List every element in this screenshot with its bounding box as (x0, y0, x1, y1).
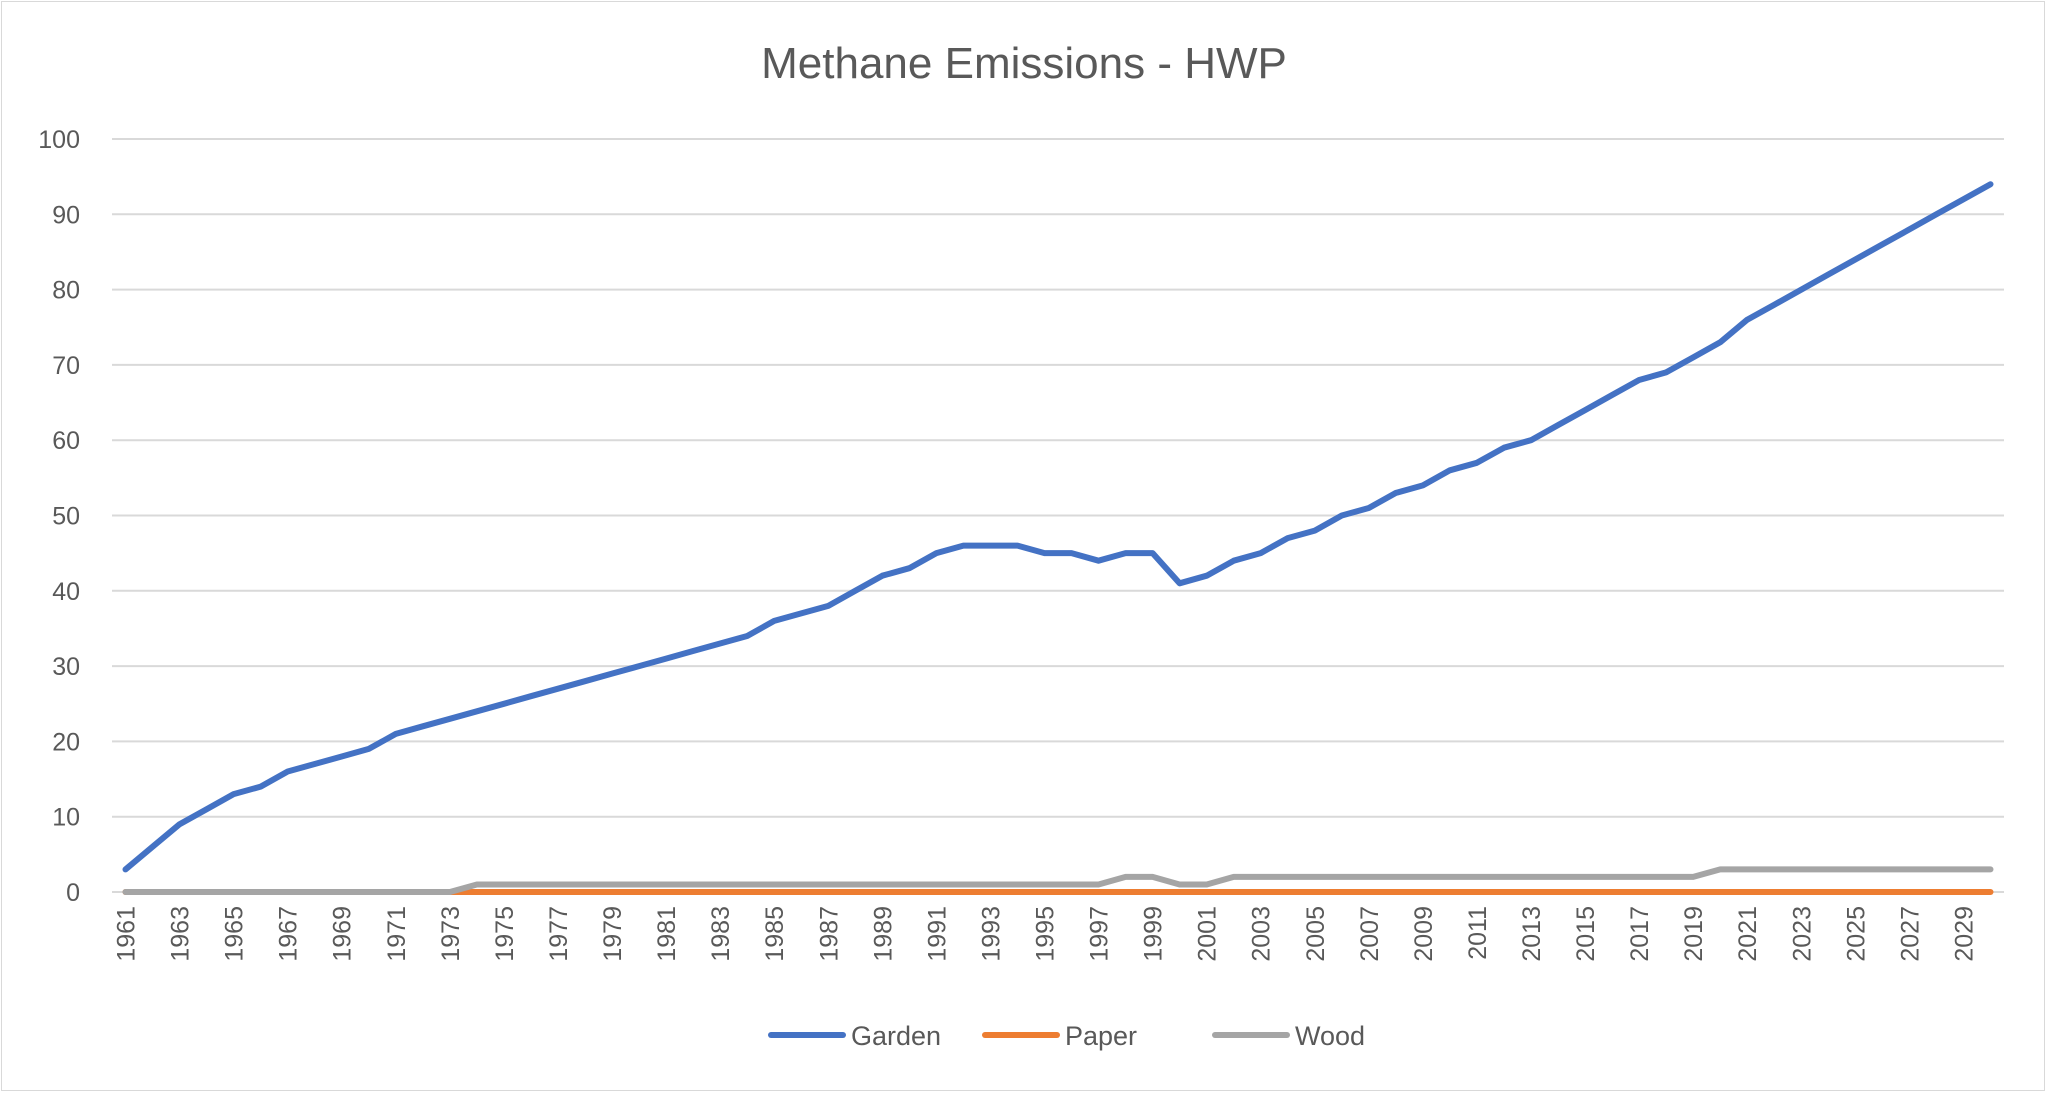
x-tick-label: 2025 (1842, 906, 1870, 962)
x-tick-label: 2021 (1734, 906, 1762, 962)
y-tick-label: 60 (52, 427, 80, 455)
x-tick-label: 2029 (1950, 906, 1978, 962)
x-tick-label: 1963 (167, 906, 195, 962)
x-tick-label: 1989 (869, 906, 897, 962)
x-tick-label: 1969 (329, 906, 357, 962)
series-line-garden (122, 181, 1994, 873)
legend-item-wood: Wood (1212, 1021, 1365, 1051)
x-tick-label: 2003 (1248, 906, 1276, 962)
x-tick-label: 1977 (545, 906, 573, 962)
chart-title: Methane Emissions - HWP (761, 39, 1287, 88)
x-tick-label: 1995 (1031, 906, 1059, 962)
x-tick-label: 1981 (653, 906, 681, 962)
x-tick-label: 1965 (221, 906, 249, 962)
x-tick-label: 2015 (1572, 906, 1600, 962)
y-tick-label: 100 (38, 126, 80, 154)
x-tick-label: 1993 (977, 906, 1005, 962)
y-tick-label: 90 (52, 201, 80, 229)
y-tick-label: 50 (52, 503, 80, 531)
x-tick-label: 1991 (923, 906, 951, 962)
legend-label: Paper (1065, 1021, 1137, 1051)
y-tick-label: 70 (52, 352, 80, 380)
legend-label: Wood (1295, 1021, 1365, 1051)
x-tick-label: 1975 (491, 906, 519, 962)
x-tick-label: 1971 (383, 906, 411, 962)
x-tick-label: 1999 (1140, 906, 1168, 962)
y-tick-label: 80 (52, 277, 80, 305)
x-tick-label: 2027 (1896, 906, 1924, 962)
legend-label: Garden (851, 1021, 941, 1051)
y-tick-label: 10 (52, 804, 80, 832)
x-tick-label: 2011 (1464, 906, 1492, 960)
legend-item-garden: Garden (768, 1021, 941, 1051)
x-tick-label: 2001 (1194, 906, 1222, 962)
x-tick-label: 1985 (761, 906, 789, 962)
x-tick-label: 2009 (1410, 906, 1438, 962)
x-tick-label: 1961 (113, 906, 141, 962)
legend-item-paper: Paper (982, 1021, 1137, 1051)
y-tick-label: 40 (52, 578, 80, 606)
x-tick-label: 1967 (275, 906, 303, 962)
x-tick-label: 1997 (1086, 906, 1114, 962)
x-axis-tick-labels: 1961 1963 1965 1967 1969 1971 1973 1975 1977 1979… (113, 906, 1979, 962)
series-lines (122, 181, 1994, 895)
y-tick-label: 0 (66, 879, 80, 907)
gridlines (112, 138, 2004, 893)
x-tick-label: 2005 (1302, 906, 1330, 962)
y-tick-label: 30 (52, 653, 80, 681)
legend: Garden Paper Wood (768, 1021, 1365, 1051)
x-tick-label: 2019 (1680, 906, 1708, 962)
x-tick-label: 2013 (1518, 906, 1546, 962)
x-tick-label: 2023 (1788, 906, 1816, 962)
x-tick-label: 1979 (599, 906, 627, 962)
y-tick-label: 20 (52, 728, 80, 756)
x-tick-label: 2017 (1626, 906, 1654, 962)
x-tick-label: 2007 (1356, 906, 1384, 962)
series-line-wood (122, 866, 1994, 895)
y-axis-tick-labels: 0 10 20 30 40 50 60 70 80 90 100 (38, 126, 80, 907)
x-tick-label: 1987 (815, 906, 843, 962)
x-tick-label: 1983 (707, 906, 735, 962)
x-tick-label: 1973 (437, 906, 465, 962)
